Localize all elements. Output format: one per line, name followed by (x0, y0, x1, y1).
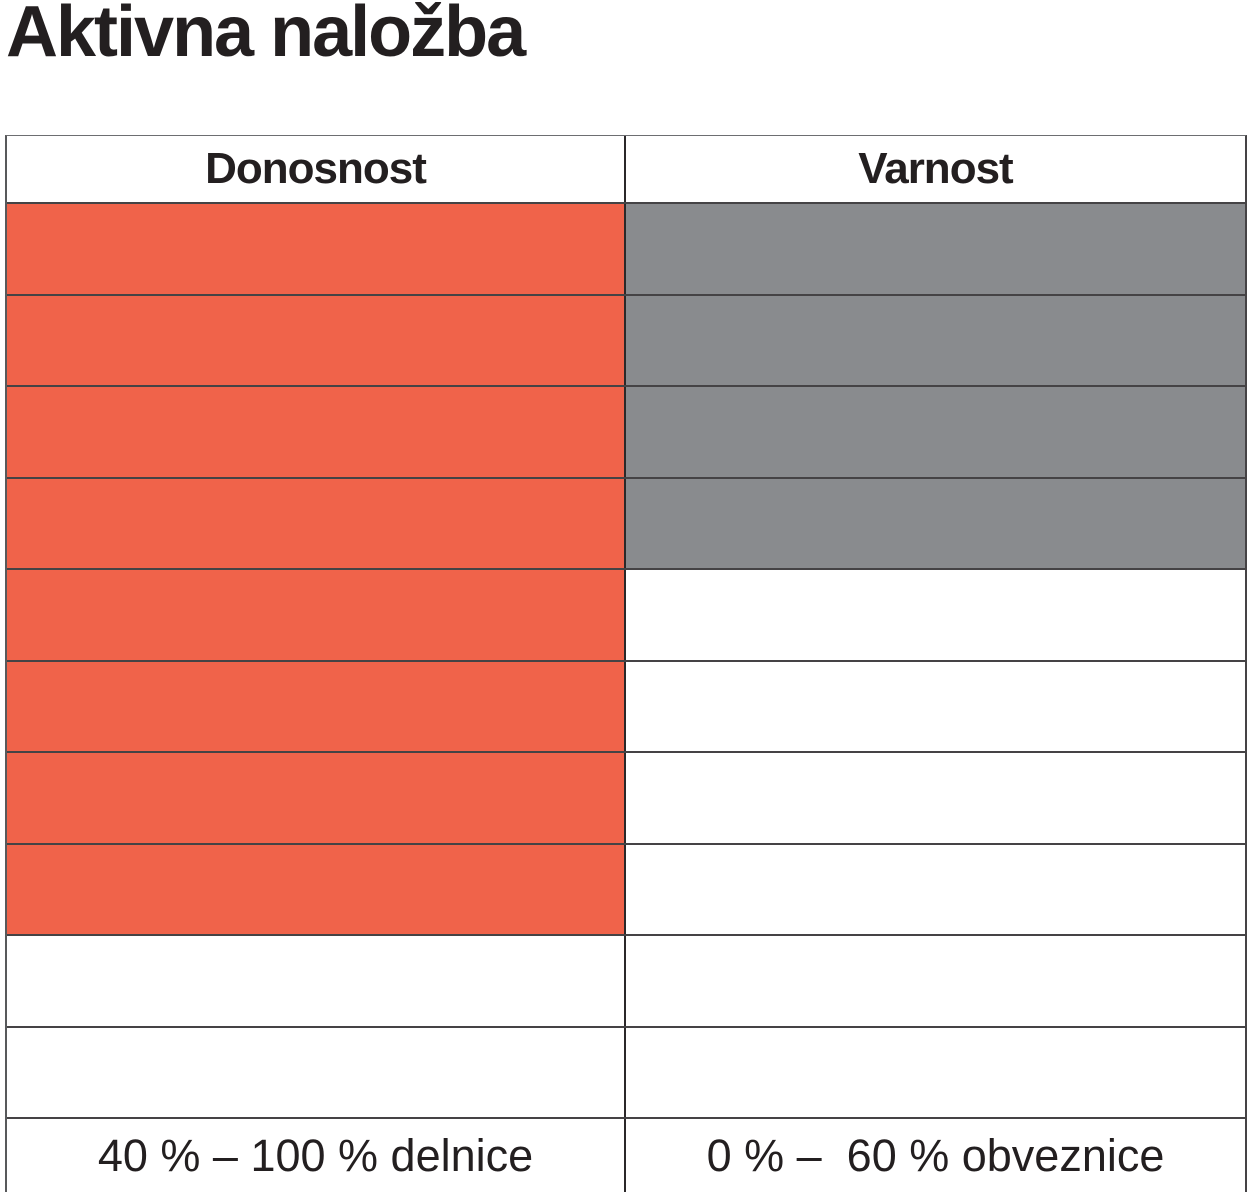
table-footer-row: 40 % – 100 % delnice 0 % – 60 % obveznic… (7, 1117, 1245, 1192)
rating-table: Donosnost Varnost 40 % – 100 % delnice 0… (5, 135, 1247, 1192)
rating-row-1 (7, 202, 1245, 294)
footer-label-varnost: 0 % – 60 % obveznice (706, 1129, 1165, 1181)
page-title: Aktivna naložba (6, 0, 526, 72)
column-header-donosnost: Donosnost (7, 136, 626, 202)
varnost-rating-cell-2 (626, 295, 1245, 385)
donosnost-rating-cell-6 (7, 661, 626, 751)
column-header-varnost: Varnost (858, 144, 1013, 193)
rating-rows (7, 202, 1245, 1117)
donosnost-rating-cell-5 (7, 570, 626, 660)
donosnost-rating-cell-2 (7, 295, 626, 385)
rating-row-4 (7, 476, 1245, 568)
varnost-rating-cell-9 (626, 936, 1245, 1026)
rating-row-10 (7, 1025, 1245, 1118)
donosnost-rating-cell-7 (7, 753, 626, 843)
donosnost-rating-cell-3 (7, 387, 626, 477)
rating-row-2 (7, 293, 1245, 385)
varnost-rating-cell-3 (626, 387, 1245, 477)
rating-row-5 (7, 568, 1245, 660)
varnost-rating-cell-6 (626, 662, 1245, 752)
donosnost-rating-cell-9 (7, 936, 626, 1026)
varnost-rating-cell-4 (626, 478, 1245, 568)
table-header-row: Donosnost Varnost (7, 136, 1245, 202)
donosnost-rating-cell-4 (7, 478, 626, 568)
rating-row-8 (7, 842, 1245, 935)
footer-label-donosnost: 40 % – 100 % delnice (7, 1119, 626, 1192)
donosnost-rating-cell-10 (7, 1027, 626, 1117)
varnost-rating-cell-10 (626, 1028, 1245, 1118)
donosnost-rating-cell-1 (7, 204, 626, 294)
varnost-rating-cell-1 (626, 204, 1245, 294)
varnost-rating-cell-7 (626, 753, 1245, 843)
varnost-rating-cell-5 (626, 570, 1245, 660)
varnost-rating-cell-8 (626, 845, 1245, 935)
rating-row-3 (7, 385, 1245, 477)
rating-row-6 (7, 659, 1245, 752)
donosnost-rating-cell-8 (7, 844, 626, 934)
rating-row-7 (7, 751, 1245, 843)
rating-row-9 (7, 934, 1245, 1026)
